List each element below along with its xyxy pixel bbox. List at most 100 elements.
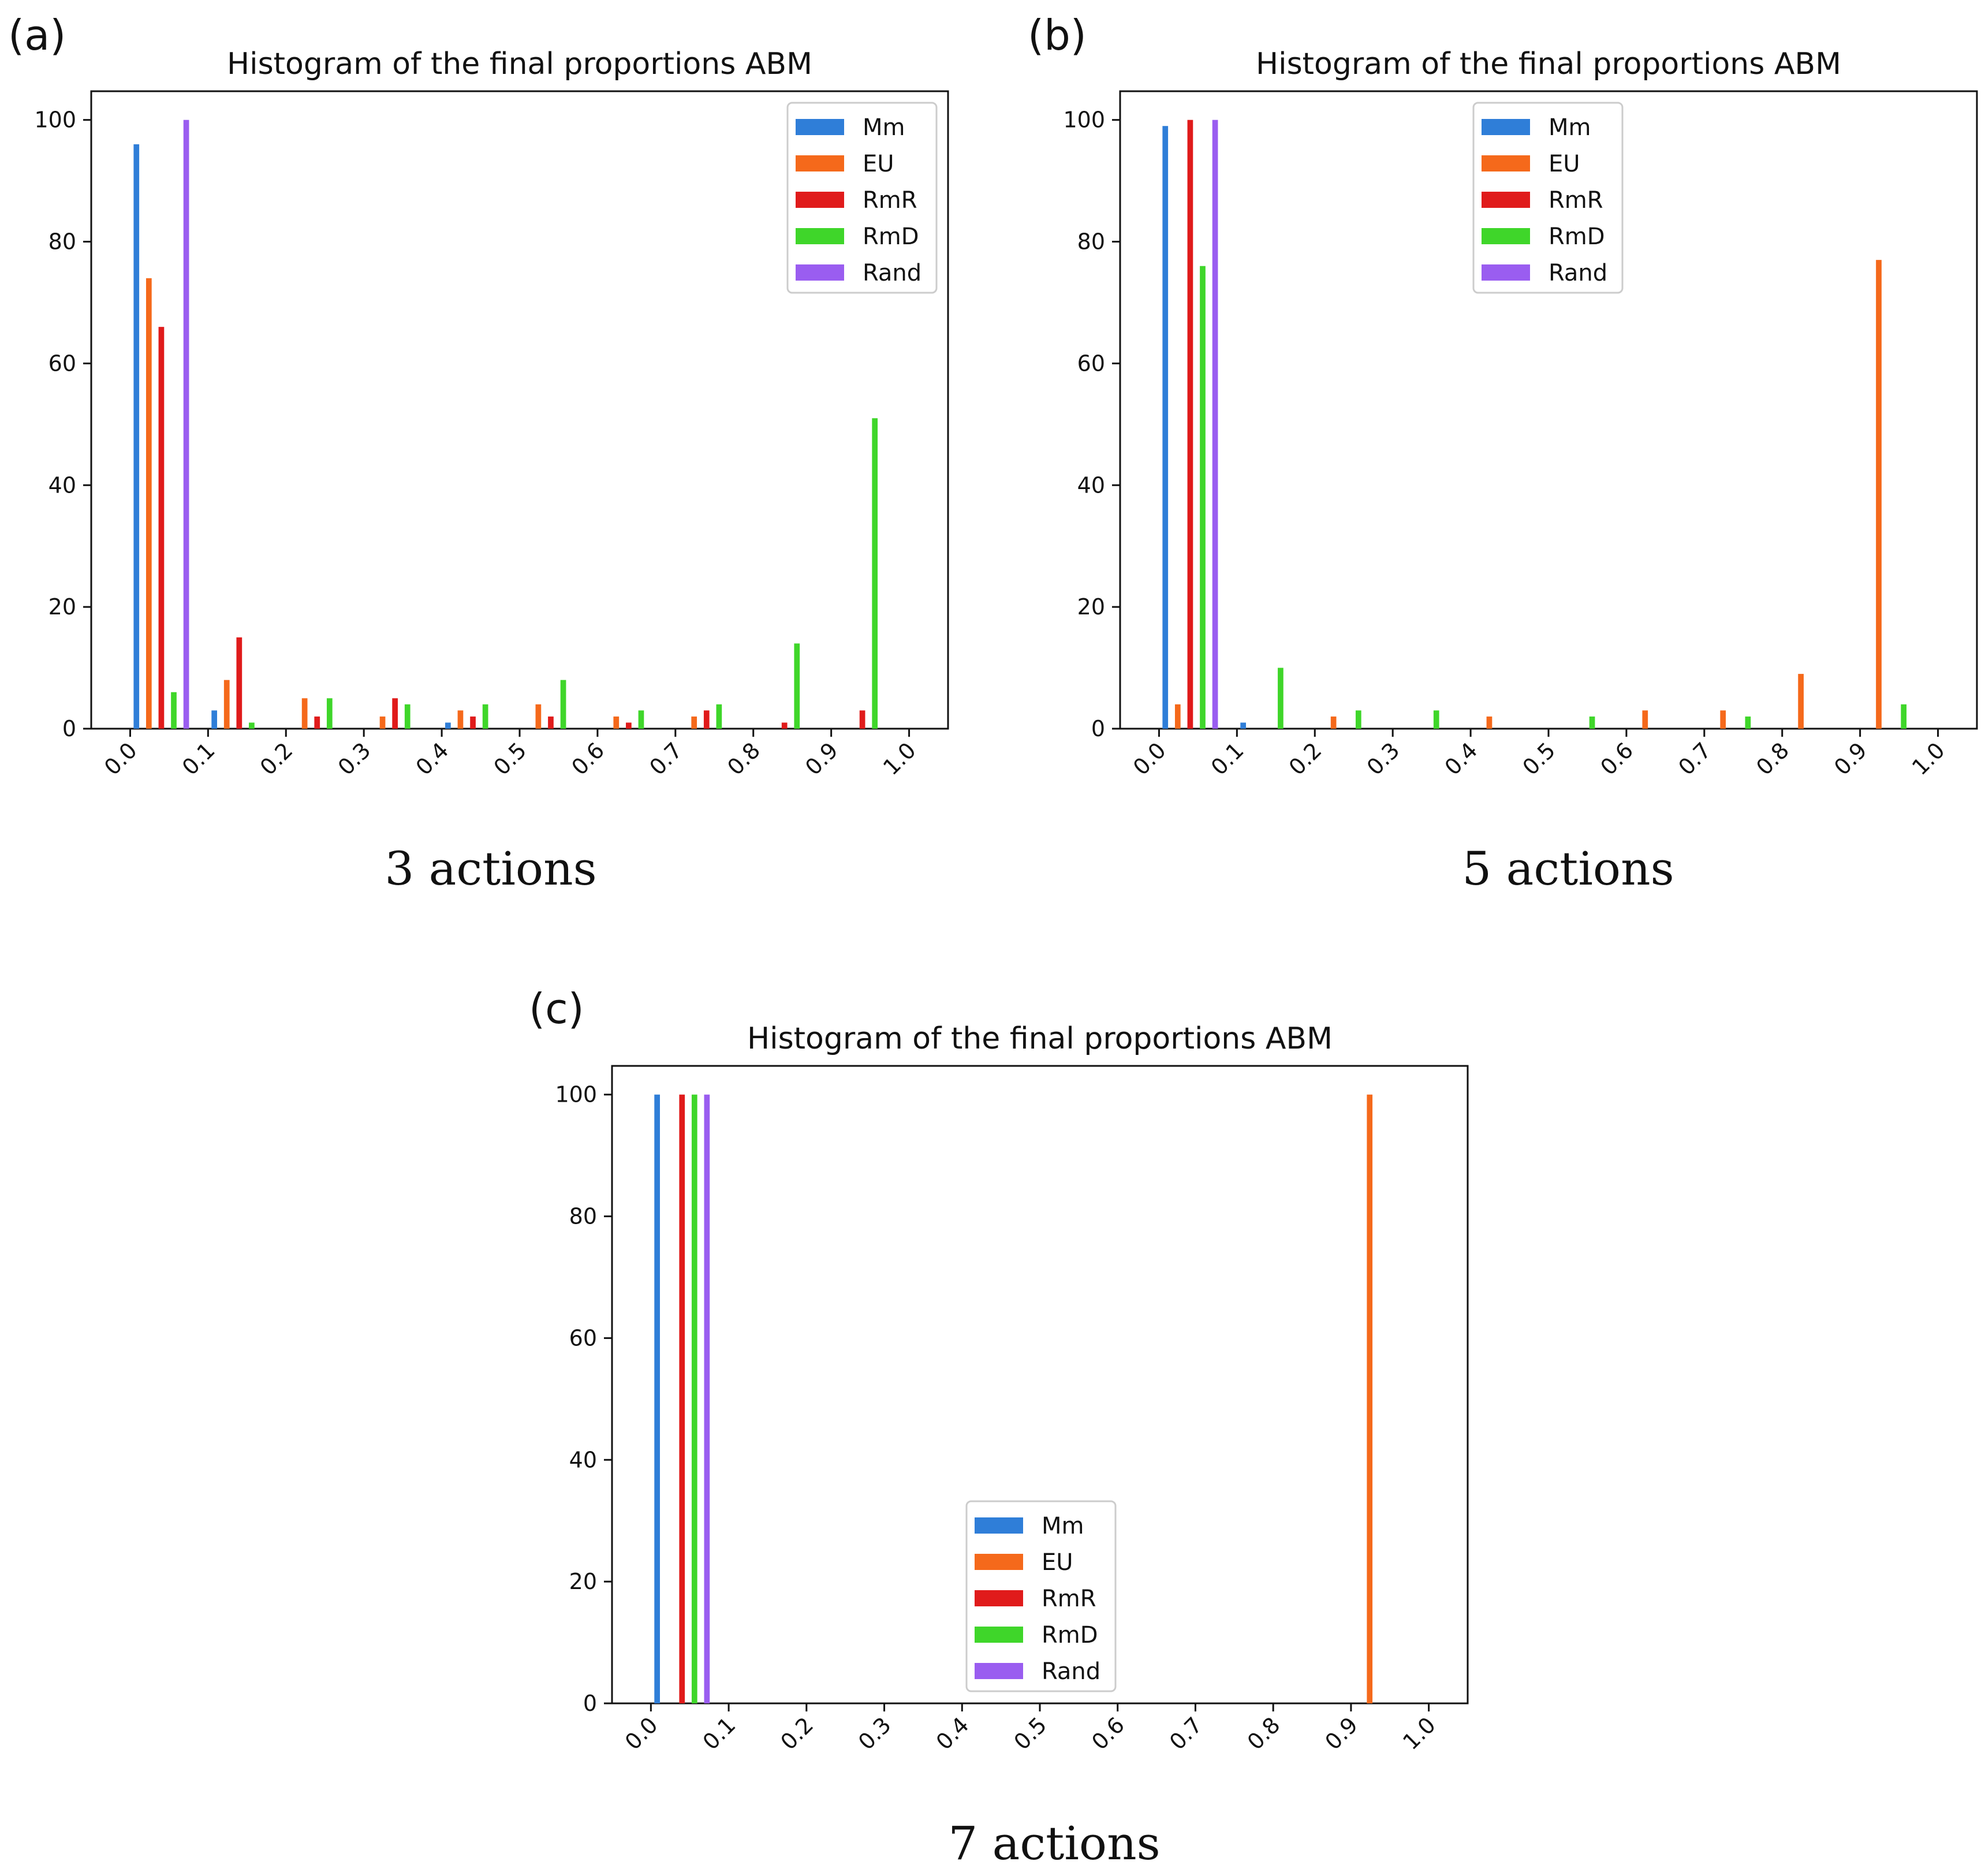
panel-caption: 7 actions: [948, 1817, 1160, 1870]
y-tick-label: 0: [583, 1691, 597, 1716]
bar-rmr-bin-0: [1187, 120, 1193, 729]
panel-label: (b): [1028, 11, 1087, 59]
x-tick-label: 0.8: [1751, 737, 1794, 780]
legend-box: [965, 1500, 1117, 1692]
y-tick-label: 60: [48, 350, 76, 376]
legend-label-rand: Rand: [1042, 1658, 1100, 1685]
chart-title: Histogram of the final proportions ABM: [227, 47, 812, 81]
bar-rmd-bin-4: [482, 704, 488, 729]
legend-swatch-eu: [975, 1554, 1023, 1570]
bar-rmd-bin-1: [249, 722, 255, 729]
legend-swatch-mm: [975, 1517, 1023, 1534]
bar-rmr-bin-1: [236, 637, 242, 729]
legend-box: [786, 102, 938, 294]
legend-label-rmr: RmR: [1042, 1586, 1096, 1612]
x-tick-label: 0.3: [1362, 737, 1405, 780]
legend-swatch-rmr: [796, 192, 844, 208]
bar-eu-bin-3: [379, 716, 386, 729]
bar-rmd-bin-2: [326, 698, 333, 729]
panel-caption: 5 actions: [1462, 842, 1674, 896]
bar-rmr-bin-7: [703, 710, 710, 729]
x-tick-label: 1.0: [1907, 737, 1950, 780]
x-tick-label: 0.0: [99, 737, 142, 780]
bar-rmd-bin-1: [1278, 667, 1283, 729]
x-tick-label: 0.5: [1009, 1712, 1052, 1755]
panel-label: (a): [8, 11, 66, 59]
x-tick-label: 0.3: [853, 1712, 896, 1755]
legend-label-rand: Rand: [863, 260, 921, 286]
x-tick-label: 0.1: [177, 737, 220, 780]
x-tick-label: 0.9: [1829, 737, 1872, 780]
bar-eu-bin-8: [1798, 674, 1804, 729]
bar-rmd-bin-5: [1589, 716, 1595, 729]
x-tick-label: 0.2: [255, 737, 298, 780]
bar-rmr-bin-9: [859, 710, 865, 729]
bar-mm-bin-0: [654, 1094, 660, 1703]
bar-mm-bin-4: [445, 722, 451, 729]
legend-label-rmd: RmD: [1549, 223, 1605, 250]
y-tick-label: 60: [1077, 350, 1105, 376]
bar-rand-bin-0: [1212, 120, 1218, 729]
y-tick-label: 20: [48, 594, 76, 620]
bar-rand-bin-0: [183, 120, 189, 729]
x-tick-label: 0.5: [1518, 737, 1561, 780]
x-tick-label: 0.6: [566, 737, 609, 780]
bar-mm-bin-1: [211, 710, 218, 729]
legend-swatch-rmd: [796, 228, 844, 244]
y-tick-label: 40: [48, 472, 76, 498]
y-tick-label: 80: [1077, 229, 1105, 255]
legend-label-rmr: RmR: [863, 187, 917, 214]
legend-swatch-rand: [975, 1663, 1023, 1679]
bar-rmd-bin-5: [560, 680, 566, 729]
y-tick-label: 100: [555, 1082, 597, 1107]
bar-rmd-bin-3: [1433, 710, 1439, 729]
x-tick-label: 0.6: [1087, 1712, 1129, 1755]
panel-label: (c): [529, 984, 584, 1033]
bar-mm-bin-1: [1240, 722, 1247, 729]
bar-eu-bin-2: [1330, 716, 1337, 729]
legend-swatch-rmd: [975, 1627, 1023, 1643]
x-tick-label: 0.7: [644, 737, 687, 780]
bar-rmd-bin-6: [638, 710, 644, 729]
bar-mm-bin-0: [133, 144, 140, 729]
x-tick-label: 0.1: [1206, 737, 1249, 780]
legend-swatch-eu: [796, 155, 844, 171]
x-tick-label: 1.0: [1398, 1712, 1441, 1755]
legend-label-rmd: RmD: [863, 223, 919, 250]
x-tick-label: 0.9: [1320, 1712, 1363, 1755]
chart-title: Histogram of the final proportions ABM: [1256, 47, 1841, 81]
bar-rmd-bin-9: [1901, 704, 1907, 729]
bar-eu-bin-7: [1720, 710, 1726, 729]
y-tick-label: 100: [1063, 107, 1105, 133]
x-tick-label: 0.3: [333, 737, 376, 780]
bar-eu-bin-4: [457, 710, 464, 729]
chart-panel-c: (c) Histogram of the final proportions AB…: [529, 984, 1469, 1870]
bar-eu-bin-0: [1174, 704, 1181, 729]
bar-eu-bin-9: [1876, 260, 1882, 729]
y-tick-label: 20: [569, 1569, 597, 1594]
y-tick-label: 0: [62, 716, 76, 741]
legend-label-eu: EU: [1042, 1549, 1073, 1576]
x-tick-label: 0.0: [620, 1712, 663, 1755]
chart-panel-a: (a) Histogram of the final proportions AB…: [8, 11, 949, 896]
y-tick-label: 80: [48, 229, 76, 255]
legend-swatch-mm: [1482, 119, 1530, 135]
x-tick-label: 0.9: [800, 737, 843, 780]
bar-rmd-bin-2: [1355, 710, 1361, 729]
bar-mm-bin-0: [1162, 126, 1169, 729]
bar-rmr-bin-5: [548, 716, 554, 729]
x-tick-label: 0.2: [1284, 737, 1327, 780]
legend-label-mm: Mm: [1549, 114, 1591, 141]
chart-panel-b: (b) Histogram of the final proportions AB…: [1028, 11, 1978, 896]
bar-rmd-bin-0: [691, 1094, 697, 1703]
legend-swatch-rmr: [975, 1590, 1023, 1606]
legend-label-eu: EU: [1549, 151, 1580, 177]
x-tick-label: 0.1: [698, 1712, 741, 1755]
x-tick-label: 0.2: [775, 1712, 818, 1755]
chart-title: Histogram of the final proportions ABM: [747, 1021, 1333, 1056]
bar-rmr-bin-2: [314, 716, 320, 729]
y-tick-label: 60: [569, 1325, 597, 1351]
panel-caption: 3 actions: [385, 842, 596, 896]
x-tick-label: 0.8: [1243, 1712, 1285, 1755]
